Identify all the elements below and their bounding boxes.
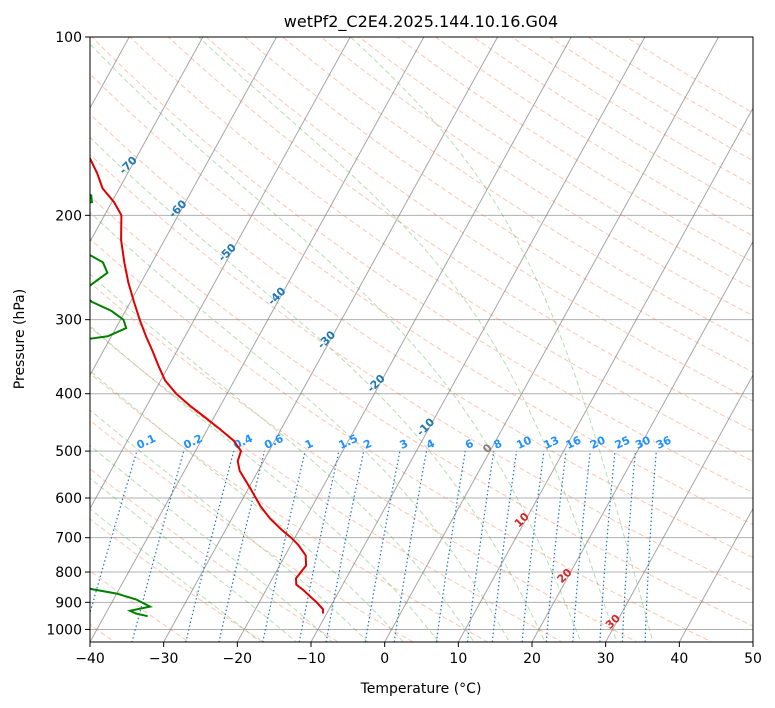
x-axis-label: Temperature (°C)	[360, 681, 482, 697]
y-tick-label: 700	[55, 531, 82, 547]
mixing-ratio-line	[185, 450, 235, 642]
dry-adiabat	[90, 113, 753, 559]
mixing-ratio-label: 20	[588, 433, 608, 451]
x-tick-label: 20	[523, 651, 541, 667]
y-tick-label: 500	[55, 444, 82, 460]
isotherm	[90, 37, 425, 642]
moist-adiabat	[90, 477, 298, 642]
mixing-ratio-label: 10	[514, 433, 534, 451]
isotherm	[90, 37, 278, 377]
x-tick-label: 40	[670, 651, 688, 667]
profile-lines	[90, 156, 325, 618]
mixing-ratio-line	[218, 450, 266, 642]
mixing-ratio-line	[572, 451, 591, 642]
mixing-ratio-line	[644, 451, 657, 642]
x-tick-label: −40	[75, 651, 105, 667]
chart-title: wetPf2_C2E4.2025.144.10.16.G04	[284, 12, 558, 32]
moist-adiabat	[90, 136, 546, 642]
isotherm	[384, 37, 720, 642]
mixing-ratio-line	[364, 450, 401, 642]
x-tick-label: 30	[597, 651, 615, 667]
isotherm	[310, 37, 646, 642]
moist-adiabat	[90, 369, 404, 642]
moist-adiabat	[198, 37, 618, 642]
isotherm	[90, 37, 351, 510]
mixing-ratio-line	[131, 450, 185, 642]
dry-adiabat	[91, 37, 753, 494]
x-tick-label: 0	[380, 651, 389, 667]
moist-adiabat	[90, 409, 369, 642]
moist-adiabat	[90, 508, 262, 642]
moist-adiabat	[90, 325, 440, 642]
moist-adiabat	[90, 211, 510, 642]
x-tick-label: −10	[296, 651, 326, 667]
y-tick-label: 100	[55, 30, 82, 46]
dry-adiabat	[90, 419, 414, 642]
dry-adiabat	[90, 153, 753, 592]
y-tick-label: 900	[55, 595, 82, 611]
plot-frame	[89, 36, 754, 643]
dry-adiabat	[167, 37, 753, 432]
mixing-ratio-label: 36	[654, 433, 674, 451]
mixing-ratio-line	[325, 450, 365, 642]
y-tick-label: 200	[55, 208, 82, 224]
x-tick-label: 50	[744, 651, 762, 667]
dry-adiabat	[90, 281, 639, 642]
isotherm	[605, 374, 753, 642]
dry-adiabat	[90, 326, 564, 642]
moist-adiabat	[349, 37, 654, 642]
x-tick-label: −20	[223, 651, 253, 667]
isotherm	[90, 37, 204, 243]
mixing-ratio-line	[621, 451, 637, 642]
axis-ticks: −40 −30 −20 −10 0 10 20 30 40 50 100 200 300 400 500 60…	[46, 30, 762, 667]
mixing-ratio-line	[466, 451, 495, 642]
mixing-ratio-line	[393, 450, 428, 642]
dry-adiabat	[90, 73, 753, 526]
mixing-ratio-line	[435, 451, 466, 642]
moist-adiabat	[90, 43, 582, 642]
y-tick-label: 600	[55, 491, 82, 507]
line-labels: 0.10.20.40.611.52346810131620253036-100-…	[90, 110, 674, 632]
mixing-ratio-label: 16	[564, 433, 584, 451]
dry-adiabat	[90, 570, 190, 642]
isotherm	[678, 507, 753, 642]
dry-adiabat	[129, 37, 753, 462]
dry-adiabat	[358, 37, 753, 290]
dry-adiabat	[90, 468, 340, 642]
dry-adiabat	[320, 37, 753, 317]
dry-adiabat	[90, 238, 713, 642]
temperature-profile	[90, 156, 325, 614]
y-axis-label: Pressure (hPa)	[12, 289, 28, 389]
mixing-ratio-line	[298, 450, 340, 642]
dry-adiabat	[90, 195, 753, 627]
mixing-ratio-line	[90, 450, 138, 615]
mixing-ratio-label: 25	[613, 434, 632, 452]
mixing-ratio-line	[491, 451, 518, 642]
mixing-ratio-line	[262, 450, 306, 642]
isotherm	[457, 107, 753, 642]
mixing-ratio-label: 13	[542, 434, 561, 452]
isotherm	[163, 37, 499, 642]
isotherm	[236, 37, 572, 642]
mixing-ratio-label: 30	[633, 433, 653, 451]
y-tick-label: 300	[55, 313, 82, 329]
y-tick-label: 1000	[46, 622, 82, 638]
x-tick-label: 10	[449, 651, 467, 667]
x-tick-label: −30	[149, 651, 179, 667]
moist-adiabat	[90, 273, 475, 642]
mixing-ratio-line	[599, 451, 616, 642]
y-tick-label: 800	[55, 565, 82, 581]
isotherm	[531, 240, 753, 642]
mixing-ratio-line	[545, 451, 567, 642]
y-tick-label: 400	[55, 387, 82, 403]
background-lines	[90, 37, 753, 642]
